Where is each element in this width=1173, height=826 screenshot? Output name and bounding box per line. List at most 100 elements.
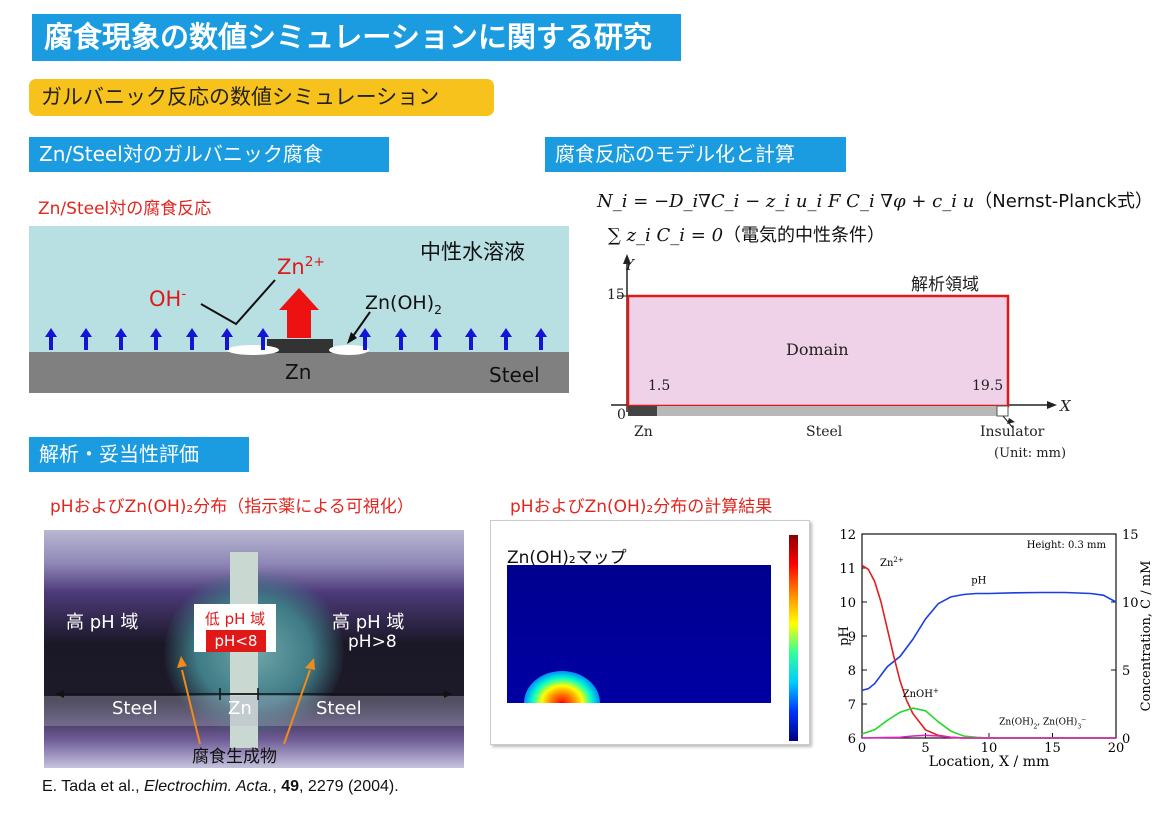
map-label: Zn(OH)₂マップ [507, 548, 627, 568]
zn-strip [628, 406, 657, 416]
y-right-tick-label: 0 [1122, 732, 1130, 747]
oh-arrow [359, 328, 371, 350]
nernst-planck-equation: N_i = −D_i∇C_i − z_i u_i F C_i ∇φ + c_i … [597, 191, 1153, 212]
steel-left-photo-label: Steel [112, 698, 158, 719]
steel-band [44, 696, 464, 726]
reaction-schematic: 中性水溶液 Zn2+ OH- Zn(OH)2 Zn Steel [29, 226, 569, 393]
x-tick-label: 20 [1108, 741, 1125, 756]
schematic-drawing [45, 279, 547, 355]
series-line [861, 591, 1117, 692]
oh-arrow [80, 328, 92, 350]
oh-arrow [500, 328, 512, 350]
ph-series-label: pH [971, 575, 986, 586]
electroneutrality-equation: ∑ z_i C_i = 0（電気的中性条件） [608, 225, 886, 246]
steel-substrate [29, 352, 569, 393]
domain-diagram [611, 254, 1057, 429]
solution-label: 中性水溶液 [420, 240, 525, 264]
origin-label: 0 [617, 407, 626, 423]
calc-caption: pHおよびZn(OH)₂分布の計算結果 [510, 497, 773, 517]
chart-ylabel-left: pH [838, 626, 852, 646]
oh-arrow [115, 328, 127, 350]
y-left-tick-label: 10 [839, 596, 856, 611]
zn-ion-arrow [279, 288, 319, 338]
y-left-tick-label: 8 [848, 664, 856, 679]
oh-arrow [430, 328, 442, 350]
hydroxide-deposit-left [227, 345, 279, 355]
low-ph-condition: pH<8 [206, 630, 266, 652]
y-left-tick-label: 12 [839, 528, 856, 543]
simulation-map-panel: Zn(OH)₂マップ [490, 520, 810, 745]
section-model: 腐食反応のモデル化と計算 [545, 137, 846, 172]
oh-leader [200, 279, 276, 326]
x-tick-1-5: 1.5 [648, 378, 671, 394]
high-ph-left-label: 高 pH 域 [66, 612, 139, 633]
x-axis-label: X [1060, 397, 1071, 415]
analysis-region-label: 解析領域 [911, 275, 979, 295]
map-hotspot [524, 671, 600, 703]
znoh-series-label: ZnOH+ [903, 687, 939, 700]
zn-photo-label: Zn [228, 698, 252, 719]
oh-arrow [395, 328, 407, 350]
znoh2-series-label: Zn(OH)2, Zn(OH)3− [999, 716, 1086, 730]
zn-ion-label: Zn2+ [277, 254, 325, 279]
steel-strip [657, 406, 997, 416]
x-tick-19-5: 19.5 [972, 378, 1004, 394]
y-right-tick-label: 5 [1122, 664, 1130, 679]
oh-arrow [186, 328, 198, 350]
znoh2-label: Zn(OH)2 [365, 292, 442, 317]
y-left-tick-label: 7 [848, 698, 856, 713]
oh-arrow [257, 328, 269, 350]
low-ph-label: 低 pH 域 [204, 610, 266, 628]
insulator-label: Insulator [980, 424, 1045, 440]
hydroxide-deposit-right [329, 345, 369, 355]
x-tick-label: 5 [921, 741, 929, 756]
oh-arrow [465, 328, 477, 350]
reference-citation: E. Tada et al., Electrochim. Acta., 49, … [42, 778, 399, 795]
oh-arrow [45, 328, 57, 350]
plot-frame [861, 533, 1117, 739]
chart-xlabel: Location, X / mm [929, 754, 1050, 770]
x-tick-label: 10 [981, 741, 998, 756]
corrosion-product-label: 腐食生成物 [192, 747, 277, 767]
map-colorbar [789, 535, 798, 741]
y-axis-label: Y [624, 256, 634, 274]
chart-ylabel-right: Concentration, C / mM [1139, 561, 1154, 712]
znoh2-leader [350, 311, 371, 340]
y-tick-15: 15 [607, 287, 625, 303]
subtitle-banner: ガルバニック反応の数値シミュレーション [29, 79, 494, 116]
high-ph-right-label: 高 pH 域 [332, 612, 405, 633]
zn-strip-label: Zn [634, 424, 653, 440]
zn-label: Zn [285, 360, 312, 384]
domain-label: Domain [786, 340, 849, 359]
insulator-strip [996, 405, 1009, 417]
x-tick-label: 0 [858, 741, 866, 756]
reaction-caption: Zn/Steel対の腐食反応 [38, 199, 212, 219]
oh-arrow [150, 328, 162, 350]
y-left-tick-label: 6 [848, 732, 856, 747]
ph-concentration-chart: 0 5 10 15 20 6 7 8 9 10 11 12 0 5 10 15 Zn2+ pH ZnOH+ Zn(OH… [838, 528, 1154, 770]
chart-annotation: Height: 0.3 mm [1027, 540, 1107, 551]
oh-label: OH- [149, 286, 187, 311]
zn-electrode [267, 339, 333, 353]
steel-label: Steel [489, 363, 540, 387]
oh-arrow [221, 328, 233, 350]
y-left-tick-label: 11 [839, 562, 856, 577]
section-analysis: 解析・妥当性評価 [29, 437, 249, 472]
steel-strip-label: Steel [806, 424, 843, 440]
section-galvanic: Zn/Steel対のガルバニック腐食 [29, 137, 389, 172]
zn2-series-label: Zn2+ [880, 556, 904, 569]
oh-arrow [535, 328, 547, 350]
map-field [507, 565, 771, 703]
unit-label: (Unit: mm) [994, 446, 1067, 461]
page-title: 腐食現象の数値シミュレーションに関する研究 [32, 14, 681, 61]
y-left-tick-label: 9 [848, 630, 856, 645]
series-line [861, 734, 1116, 739]
high-ph-condition: pH>8 [348, 632, 397, 652]
y-right-tick-label: 15 [1122, 528, 1139, 543]
photo-caption: pHおよびZn(OH)₂分布（指示薬による可視化） [50, 497, 414, 517]
indicator-photo: 高 pH 域 低 pH 域 pH<8 高 pH 域 pH>8 Steel Zn … [44, 530, 464, 768]
y-right-tick-label: 10 [1122, 596, 1139, 611]
x-tick-label: 15 [1044, 741, 1061, 756]
oh-arrows [45, 328, 547, 350]
steel-right-photo-label: Steel [316, 698, 362, 719]
